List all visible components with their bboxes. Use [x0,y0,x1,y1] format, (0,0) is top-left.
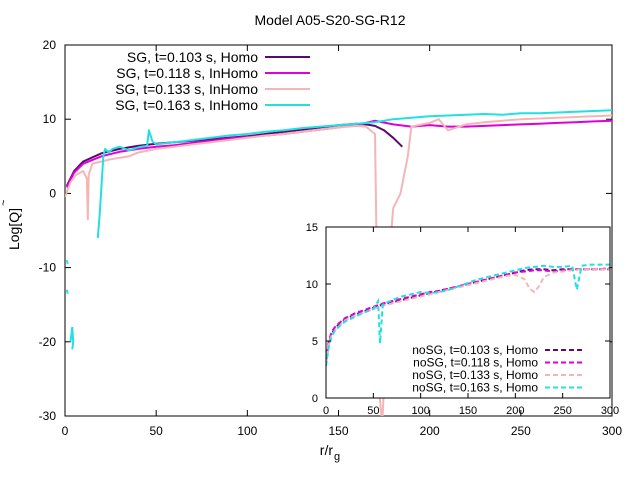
x-tick-label: 150 [328,424,348,438]
inset-x-tick-label: 150 [459,405,477,417]
inset-y-tick-label: 5 [312,336,318,348]
x-tick-label: 50 [149,424,163,438]
legend-label-sg-t-0-103-s-homo: SG, t=0.103 s, Homo [127,49,258,65]
y-tick-label: -20 [39,335,57,349]
series-fragment-sg-t-0-163-s-inhomo [65,259,69,265]
inset-x-tick-label: 50 [367,405,379,417]
x-tick-label: 0 [62,424,69,438]
y-axis-label: Log[Q] [6,208,22,250]
x-tick-label: 250 [511,424,531,438]
legend-label-sg-t-0-118-s-inhomo: SG, t=0.118 s, InHomo [116,65,258,81]
inset-y-tick-label: 15 [306,222,318,234]
series-fragment-sg-t-0-163-s-inhomo [69,326,75,350]
y-tick-label: 10 [43,112,57,126]
series-line-sg-t-0-163-s-inhomo [96,109,612,238]
y-tick-label: -30 [39,409,57,423]
series-fragment-sg-t-0-163-s-inhomo [65,289,69,294]
x-tick-label: 100 [237,424,257,438]
x-axis-label: r/r g [320,442,340,463]
x-tick-label: 200 [420,424,440,438]
inset-legend-label-nosg-t-0-118-s-homo: noSG, t=0.118 s, Homo [413,356,538,370]
y-tick-label: 0 [49,186,56,200]
inset-x-tick-label: 300 [601,405,619,417]
y-tick-label: -10 [39,261,57,275]
x-axis-label-subscript: g [334,451,340,463]
inset-x-tick-label: 250 [553,405,571,417]
inset-legend-label-nosg-t-0-103-s-homo: noSG, t=0.103 s, Homo [412,343,538,357]
x-axis-label-main: r/r [320,442,334,458]
inset-legend-label-nosg-t-0-163-s-homo: noSG, t=0.163 s, Homo [412,381,538,395]
inset-y-tick-label: 10 [306,279,318,291]
inset-legend-label-nosg-t-0-133-s-homo: noSG, t=0.133 s, Homo [412,368,538,382]
y-tick-label: 20 [43,38,57,52]
series-line-sg-t-0-103-s-homo [65,122,403,187]
legend-label-sg-t-0-163-s-inhomo: SG, t=0.163 s, InHomo [115,97,258,113]
inset-x-tick-label: 200 [506,405,524,417]
inset-background [326,227,610,398]
x-tick-label: 300 [602,424,622,438]
inset-x-tick-label: 100 [411,405,429,417]
legend-label-sg-t-0-133-s-inhomo: SG, t=0.133 s, InHomo [115,81,258,97]
y-axis-label-tilde: ~ [0,200,10,206]
series-line-sg-t-0-133-s-inhomo [65,114,612,416]
chart-title: Model A05-S20-SG-R12 [255,12,406,28]
inset-y-tick-label: 0 [312,393,318,405]
inset-x-tick-label: 0 [323,405,329,417]
